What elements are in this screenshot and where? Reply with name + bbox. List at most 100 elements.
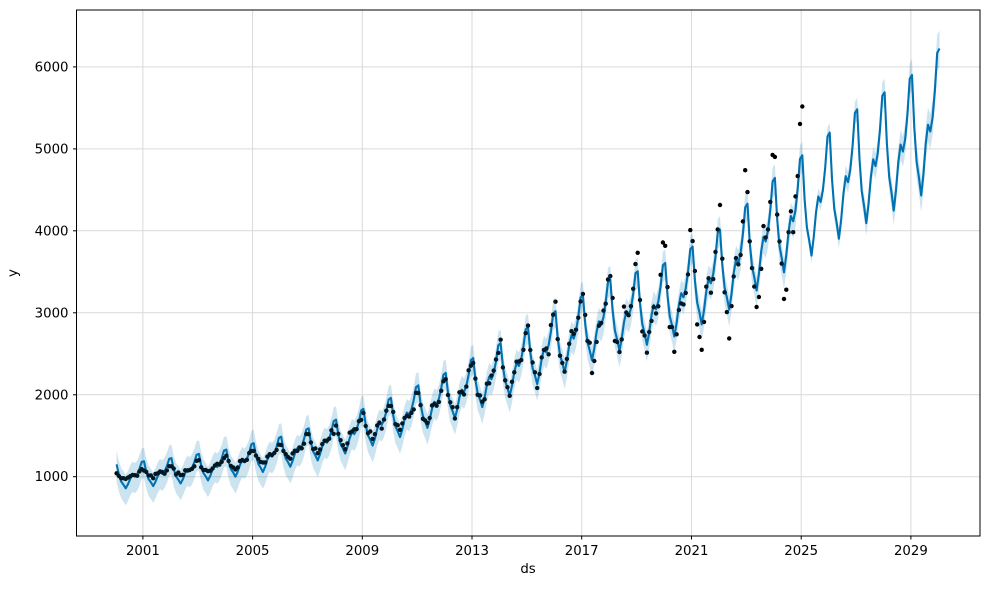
observation-dot xyxy=(192,464,197,469)
observation-dot xyxy=(745,189,750,195)
forecast-line xyxy=(115,48,941,490)
observation-dot xyxy=(477,393,483,398)
observation-dots xyxy=(114,104,805,482)
observation-dot xyxy=(251,448,256,454)
observation-dot xyxy=(633,261,638,267)
x-tick-label: 2021 xyxy=(675,544,709,559)
observation-dot xyxy=(461,392,467,397)
observation-dot xyxy=(775,212,780,217)
observation-dot xyxy=(603,301,608,306)
observation-dot xyxy=(690,238,695,244)
observation-dot xyxy=(676,307,682,313)
observation-dot xyxy=(359,417,364,423)
x-tick-label: 2029 xyxy=(894,544,928,559)
observation-dot xyxy=(171,466,176,471)
observation-dot xyxy=(706,276,711,281)
observation-dot xyxy=(256,456,261,461)
observation-dot xyxy=(651,304,656,310)
observation-dot xyxy=(788,209,794,214)
observation-dot xyxy=(530,360,535,365)
axes: 2001 2005 2009 2013 2017 2021 2025 2029 1000 200… xyxy=(6,9,981,577)
observation-dot xyxy=(752,284,757,289)
observation-dot xyxy=(800,104,805,109)
observation-dot xyxy=(587,340,592,345)
observation-dot xyxy=(327,436,332,441)
observation-dot xyxy=(333,423,339,428)
observation-dot xyxy=(738,252,743,258)
observation-dot xyxy=(699,347,704,352)
observation-dot xyxy=(279,442,284,448)
observation-dot xyxy=(418,402,423,408)
observation-dot xyxy=(608,273,613,279)
y-tick-label: 5000 xyxy=(35,142,69,157)
observation-dot xyxy=(493,357,499,362)
observation-dot xyxy=(692,268,698,274)
observation-dot xyxy=(548,322,554,328)
observation-dot xyxy=(779,261,784,266)
y-tick-label: 2000 xyxy=(35,388,69,403)
observation-dot xyxy=(781,296,787,302)
observation-dot xyxy=(658,272,663,277)
observation-dot xyxy=(553,299,558,304)
observation-dot xyxy=(503,378,508,383)
observation-dot xyxy=(791,230,796,235)
x-tick-label: 2009 xyxy=(345,544,379,559)
observation-dot xyxy=(717,202,723,208)
observation-dot xyxy=(377,420,382,425)
observation-dot xyxy=(491,368,496,373)
observation-dot xyxy=(669,324,675,330)
observation-dot xyxy=(697,334,702,340)
observation-dot xyxy=(786,230,791,235)
observation-dot xyxy=(647,329,652,335)
observation-dot xyxy=(144,469,149,475)
observation-dot xyxy=(683,290,688,296)
observation-dot xyxy=(320,441,325,447)
observation-dot xyxy=(756,294,762,300)
observation-dot xyxy=(363,423,368,429)
observation-dot xyxy=(626,313,631,318)
observation-dot xyxy=(368,429,373,434)
observation-dot xyxy=(299,446,304,451)
y-axis-ticks: 1000 2000 3000 4000 5000 6000 xyxy=(35,60,77,485)
observation-dot xyxy=(498,337,503,342)
observation-dot xyxy=(759,266,764,271)
observation-dot xyxy=(777,239,782,244)
observation-dot xyxy=(695,322,700,327)
observation-dot xyxy=(505,385,510,390)
observation-dot xyxy=(450,405,455,410)
observation-dot xyxy=(489,373,494,378)
observation-dot xyxy=(317,447,323,452)
y-tick-label: 4000 xyxy=(35,224,69,239)
x-tick-label: 2025 xyxy=(784,544,818,559)
observation-dot xyxy=(571,331,576,336)
observation-dot xyxy=(427,415,432,421)
observation-dot xyxy=(436,399,442,405)
y-axis-label: y xyxy=(6,269,21,277)
observation-dot xyxy=(715,227,720,232)
observation-dot xyxy=(343,447,348,452)
observation-dot xyxy=(567,341,572,346)
observation-dot xyxy=(372,432,378,437)
observation-dot xyxy=(345,441,350,446)
observation-dot xyxy=(621,304,627,309)
observation-dot xyxy=(507,393,512,398)
observation-dot xyxy=(416,390,421,396)
observation-dot xyxy=(615,339,620,345)
observation-dot xyxy=(226,458,231,464)
x-axis-label: ds xyxy=(520,562,535,577)
observation-dot xyxy=(521,347,526,352)
observation-dot xyxy=(599,320,604,326)
observation-dot xyxy=(736,262,741,267)
x-tick-label: 2005 xyxy=(236,544,270,559)
observation-dot xyxy=(663,243,668,248)
observation-dot xyxy=(754,304,759,310)
observation-dot xyxy=(397,427,403,432)
observation-dot xyxy=(288,456,293,461)
observation-dot xyxy=(400,421,405,426)
observation-dot xyxy=(688,227,693,233)
observation-dot xyxy=(605,277,611,282)
observation-dot xyxy=(295,448,300,454)
observation-dot xyxy=(640,329,645,334)
